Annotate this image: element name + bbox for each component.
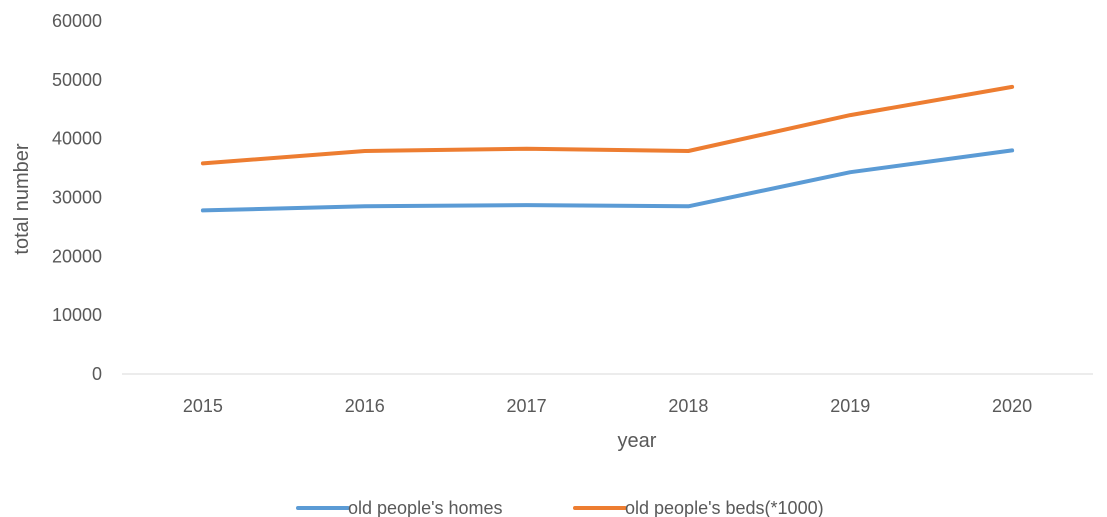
y-tick-label: 0 (92, 364, 102, 384)
legend-label: old people's beds(*1000) (625, 498, 824, 517)
series-line-0 (200, 148, 1015, 213)
y-tick-label: 40000 (52, 129, 102, 149)
legend-item-1: old people's beds(*1000) (573, 498, 824, 517)
x-tick-label: 2017 (507, 396, 547, 416)
legend-label: old people's homes (348, 498, 503, 517)
x-tick-label: 2020 (992, 396, 1032, 416)
y-tick-label: 60000 (52, 11, 102, 31)
y-tick-label: 30000 (52, 188, 102, 208)
x-tick-label: 2015 (183, 396, 223, 416)
legend-item-0: old people's homes (296, 498, 503, 517)
x-tick-label: 2019 (830, 396, 870, 416)
series-lines (200, 84, 1015, 213)
y-axis-ticks: 0 10000 20000 30000 40000 50000 60000 (52, 11, 102, 384)
y-axis-title: total number (11, 143, 33, 255)
series-line-1 (200, 84, 1015, 166)
x-tick-label: 2016 (345, 396, 385, 416)
y-tick-label: 50000 (52, 70, 102, 90)
y-tick-label: 10000 (52, 305, 102, 325)
x-axis-ticks: 2015 2016 2017 2018 2019 2020 (183, 396, 1032, 416)
legend: old people's homes old people's beds(*100… (296, 498, 824, 517)
y-tick-label: 20000 (52, 246, 102, 266)
x-axis-title: year (618, 430, 657, 452)
x-tick-label: 2018 (668, 396, 708, 416)
